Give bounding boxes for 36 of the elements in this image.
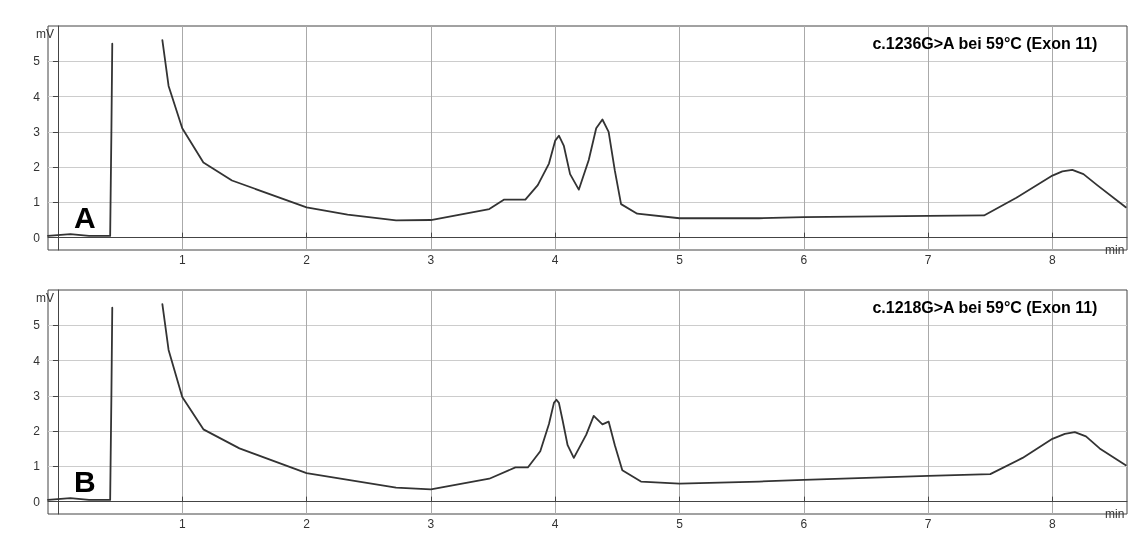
y-tick-label: 2 [33, 424, 41, 439]
x-tick-label: 1 [178, 253, 186, 267]
annotation: A [74, 200, 96, 234]
x-tick-label: 2 [303, 517, 311, 531]
y-tick-label: 4 [33, 89, 41, 104]
x-axis-title: min [1105, 242, 1125, 257]
y-tick-label: 1 [33, 459, 41, 474]
text: c.1236G>A bei 59°C (Exon 11) [872, 34, 1098, 52]
x-tick-label: 4 [551, 253, 559, 267]
x-tick-label: 8 [1049, 253, 1057, 267]
x-tick-label: 2 [303, 253, 311, 267]
x-tick-label: 3 [427, 253, 435, 267]
text: c.1218G>A bei 59°C (Exon 11) [872, 298, 1098, 316]
x-tick-label: 1 [178, 517, 186, 531]
x-tick-label: 7 [924, 517, 932, 531]
y-tick-label: 5 [33, 318, 41, 333]
y-tick-label: 4 [33, 353, 41, 368]
y-tick-label: 3 [33, 124, 41, 139]
x-tick-label: 3 [427, 517, 435, 531]
x-tick-label: 4 [551, 517, 559, 531]
x-tick-label: 5 [676, 517, 684, 531]
y-axis-title: mV [35, 27, 54, 41]
y-tick-label: 5 [33, 54, 41, 69]
annotation: B [74, 464, 96, 498]
y-tick-label: 2 [33, 160, 41, 175]
y-tick-label: 3 [33, 388, 41, 403]
y-tick-label: 1 [33, 195, 41, 210]
x-axis-title: min [1105, 506, 1125, 521]
y-tick-label: 0 [33, 494, 41, 509]
x-tick-label: 6 [800, 253, 808, 267]
x-tick-label: 7 [924, 253, 932, 267]
x-tick-label: 5 [676, 253, 684, 267]
y-tick-label: 0 [33, 230, 41, 245]
x-tick-label: 6 [800, 517, 808, 531]
y-axis-title: mV [35, 291, 54, 305]
x-tick-label: 8 [1049, 517, 1057, 531]
